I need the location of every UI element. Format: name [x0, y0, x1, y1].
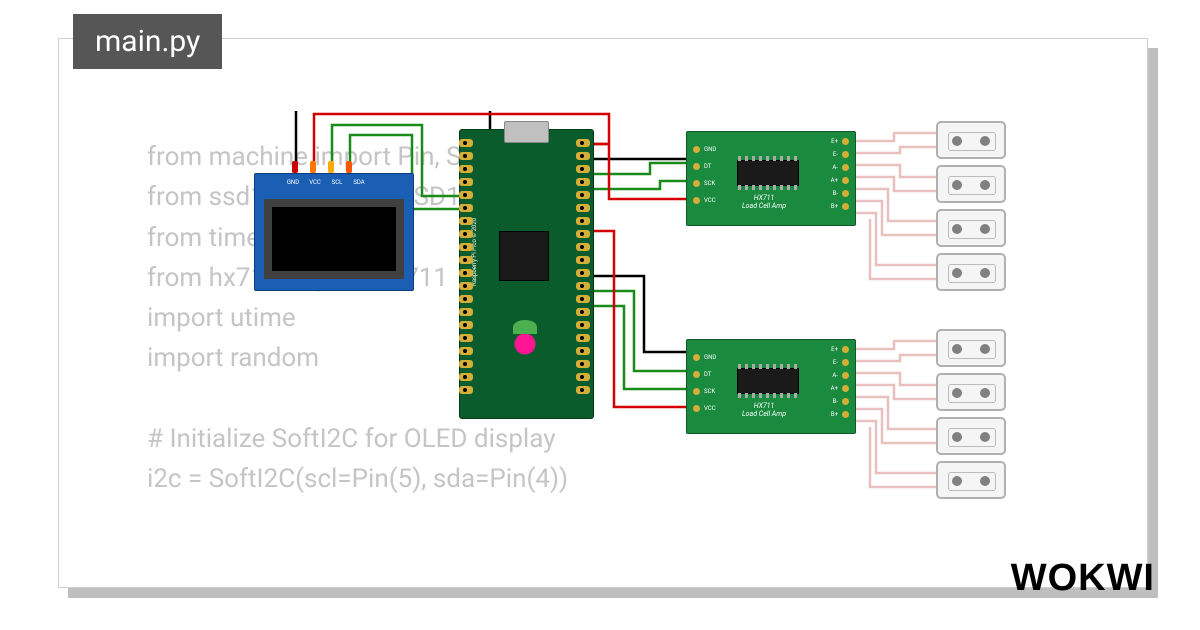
pico-pin-hole: [459, 217, 473, 225]
pico-pin-hole: [576, 295, 590, 303]
pico-pin-hole: [459, 321, 473, 329]
pico-pin-hole: [459, 230, 473, 238]
hx711-pin: A-: [831, 164, 849, 171]
oled-pin-label: SDA: [350, 179, 368, 186]
oled-pin-label: SCL: [328, 179, 346, 186]
hx711-pin: B-: [831, 398, 849, 405]
loadcell-group-1: [936, 121, 1006, 291]
pico-pin-hole: [576, 217, 590, 225]
hx711-pin: GND: [693, 354, 716, 361]
loadcell: [936, 165, 1006, 203]
pico-pin-hole: [576, 269, 590, 277]
pico-pin-hole: [576, 360, 590, 368]
pico-pin-hole: [576, 243, 590, 251]
pico-pin-hole: [459, 373, 473, 381]
pico-pin-hole: [576, 373, 590, 381]
pico-pin-hole: [576, 152, 590, 160]
pico-pin-hole: [459, 334, 473, 342]
hx711-pin: DT: [693, 371, 716, 378]
pico-usb-connector: [504, 121, 549, 143]
hx711-pin: E+: [831, 346, 849, 353]
pico-chip: [499, 231, 549, 281]
oled-pin-header: [292, 161, 376, 173]
hx711-pin: B+: [831, 411, 849, 418]
pico-pin-hole: [459, 165, 473, 173]
oled-pin-label: VCC: [306, 179, 324, 186]
loadcell: [936, 373, 1006, 411]
pico-pin-hole: [459, 178, 473, 186]
hx711-pin: E-: [831, 359, 849, 366]
hx711-pin: E+: [831, 138, 849, 145]
pico-pin-hole: [459, 295, 473, 303]
loadcell-group-2: [936, 329, 1006, 499]
pico-pin-hole: [576, 282, 590, 290]
pico-pin-hole: [576, 321, 590, 329]
pico-pins-left: [459, 139, 477, 394]
loadcell: [936, 461, 1006, 499]
hx711-module-1: HX711Load Cell Amp GND DT SCK VCC E+ E- A- A+ B…: [686, 131, 856, 226]
hx711-pin: B+: [831, 203, 849, 210]
hx711-2-left-pins: GND DT SCK VCC: [693, 354, 716, 412]
hx711-pin: B-: [831, 190, 849, 197]
pico-pin-hole: [459, 360, 473, 368]
loadcell: [936, 329, 1006, 367]
hx711-pin: A+: [831, 385, 849, 392]
hx711-1-right-pins: E+ E- A- A+ B- B+: [831, 138, 849, 210]
file-tab[interactable]: main.py: [73, 14, 222, 69]
hx711-2-right-pins: E+ E- A- A+ B- B+: [831, 346, 849, 418]
pico-pin-hole: [576, 178, 590, 186]
hx711-pin: E-: [831, 151, 849, 158]
wokwi-logo: WOKWI: [1011, 557, 1155, 600]
hx711-title: HX711Load Cell Amp: [742, 402, 786, 419]
pico-pin-hole: [459, 256, 473, 264]
oled-screen: [264, 199, 404, 279]
pico-pin-hole: [576, 334, 590, 342]
oled-pin-label: GND: [284, 179, 302, 186]
pico-pin-hole: [576, 347, 590, 355]
loadcell: [936, 121, 1006, 159]
raspberry-logo-icon: [507, 326, 543, 362]
pico-pin-hole: [459, 347, 473, 355]
loadcell: [936, 209, 1006, 247]
oled-pin-labels: GND VCC SCL SDA: [284, 179, 368, 186]
hx711-pin: DT: [693, 163, 716, 170]
pico-pin-hole: [576, 191, 590, 199]
pico-pin-hole: [459, 269, 473, 277]
hx711-pin: SCK: [693, 388, 716, 395]
project-card: from machine import Pin, SoftI2C from ss…: [58, 38, 1148, 588]
hx711-chip-icon: [737, 368, 799, 394]
hx711-pin: GND: [693, 146, 716, 153]
pico-pin-hole: [576, 308, 590, 316]
pico-pin-hole: [576, 204, 590, 212]
pico-pin-hole: [459, 191, 473, 199]
pico-pin-hole: [459, 152, 473, 160]
loadcell: [936, 253, 1006, 291]
hx711-pin: VCC: [693, 405, 716, 412]
pico-pin-hole: [576, 230, 590, 238]
circuit-diagram: GNDVCCSCLSDA Raspberry Pi Pico © 2020 HX…: [254, 111, 1134, 551]
pico-pin-hole: [459, 243, 473, 251]
pico-pin-hole: [576, 139, 590, 147]
hx711-chip-icon: [737, 160, 799, 186]
hx711-pin: A+: [831, 177, 849, 184]
pico-pin-hole: [459, 282, 473, 290]
hx711-module-2: HX711Load Cell Amp GND DT SCK VCC E+ E- A- A+ B…: [686, 339, 856, 434]
hx711-pin: VCC: [693, 197, 716, 204]
loadcell: [936, 417, 1006, 455]
pico-pin-hole: [459, 308, 473, 316]
pico-pins-right: [576, 139, 594, 394]
pico-pin-hole: [459, 204, 473, 212]
hx711-pin: A-: [831, 372, 849, 379]
pico-pin-hole: [459, 386, 473, 394]
hx711-title: HX711Load Cell Amp: [742, 194, 786, 211]
pico-pin-hole: [576, 386, 590, 394]
hx711-1-left-pins: GND DT SCK VCC: [693, 146, 716, 204]
pico-pin-hole: [576, 165, 590, 173]
hx711-pin: SCK: [693, 180, 716, 187]
pico-pin-hole: [576, 256, 590, 264]
pico-pin-hole: [459, 139, 473, 147]
